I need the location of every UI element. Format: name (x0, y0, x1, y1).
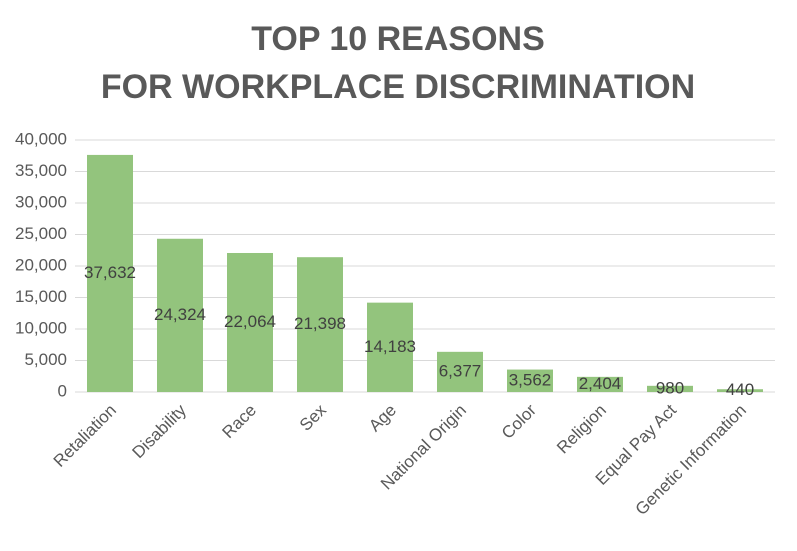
bar (367, 302, 413, 392)
y-tick-label: 0 (58, 381, 67, 400)
data-label: 6,377 (439, 361, 482, 380)
data-label: 980 (656, 378, 684, 397)
y-tick-label: 10,000 (15, 318, 67, 337)
y-tick-label: 5,000 (24, 350, 67, 369)
bar (227, 252, 273, 392)
y-tick-label: 15,000 (15, 287, 67, 306)
bar (87, 154, 133, 392)
bar (297, 257, 343, 392)
data-label: 14,183 (364, 337, 416, 356)
y-tick-label: 35,000 (15, 161, 67, 180)
bar (647, 385, 693, 392)
y-tick-label: 20,000 (15, 255, 67, 274)
bar (437, 351, 483, 392)
bar (577, 376, 623, 392)
y-tick-label: 25,000 (15, 224, 67, 243)
bar (157, 238, 203, 392)
data-label: 440 (726, 380, 754, 399)
chart-title: TOP 10 REASONS (251, 20, 545, 58)
bar (507, 369, 553, 392)
data-label: 3,562 (509, 370, 552, 389)
y-tick-label: 40,000 (15, 129, 67, 148)
chart-title: FOR WORKPLACE DISCRIMINATION (101, 68, 695, 106)
data-label: 22,064 (224, 312, 276, 331)
data-label: 2,404 (579, 374, 622, 393)
data-label: 24,324 (154, 305, 206, 324)
y-tick-label: 30,000 (15, 192, 67, 211)
bar (717, 389, 763, 392)
data-label: 37,632 (84, 263, 136, 282)
data-label: 21,398 (294, 314, 346, 333)
